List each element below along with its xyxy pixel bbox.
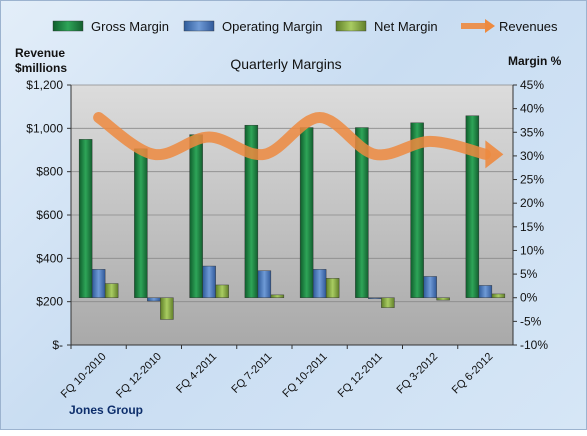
- x-tick-label: FQ 10-2010: [59, 351, 109, 401]
- left-tick-label: $1,000: [26, 121, 63, 135]
- legend: Gross Margin Operating Margin Net Margin Re…: [52, 19, 558, 34]
- right-tick-label: 25%: [520, 173, 544, 187]
- x-tick-label: FQ 10-2011: [280, 351, 329, 400]
- legend-arrow-revenues: [485, 19, 495, 33]
- right-tick-label: 20%: [520, 196, 544, 210]
- gross-margin-bar: [244, 124, 259, 298]
- revenues-arrowhead: [485, 140, 504, 169]
- net-margin-bar: [215, 284, 229, 298]
- operating-margin-bar: [257, 270, 272, 298]
- net-margin-bar: [325, 278, 340, 298]
- x-tick-label: FQ 4-2011: [174, 351, 219, 396]
- legend-label: Operating Margin: [222, 19, 322, 34]
- x-tick-label: FQ 3-2012: [395, 351, 441, 397]
- x-tick-label: FQ 12-2011: [336, 351, 385, 400]
- left-tick-label: $-: [52, 338, 63, 352]
- right-tick-label: 0%: [520, 291, 538, 305]
- right-tick-label: 15%: [520, 220, 544, 234]
- legend-label: Net Margin: [374, 19, 438, 34]
- left-tick-label: $400: [36, 251, 63, 265]
- x-tick-label: FQ 6-2012: [450, 351, 496, 397]
- net-margin-bar: [436, 297, 450, 301]
- left-axis-title-line2: $millions: [15, 61, 67, 75]
- revenue-trend: [93, 111, 504, 169]
- right-tick-label: 40%: [520, 102, 544, 116]
- right-tick-label: 30%: [520, 149, 544, 163]
- right-tick-label: 10%: [520, 243, 544, 257]
- legend-swatch: [183, 20, 215, 32]
- gross-margin-bar: [78, 139, 93, 298]
- gross-margin-bar: [355, 127, 369, 298]
- x-tick-label: FQ 12-2010: [114, 351, 164, 401]
- right-axis-title: Margin %: [508, 54, 562, 68]
- revenues-line: [93, 111, 491, 161]
- left-tick-label: $1,200: [26, 78, 63, 92]
- right-tick-label: -10%: [520, 338, 548, 352]
- right-tick-label: -5%: [520, 314, 542, 328]
- right-tick-label: 45%: [520, 78, 544, 92]
- footer-label: Jones Group: [69, 403, 143, 417]
- chart-title: Quarterly Margins: [230, 56, 341, 72]
- right-tick-label: 5%: [520, 267, 538, 281]
- gross-margin-bar: [189, 134, 203, 298]
- operating-margin-bar: [423, 276, 437, 298]
- operating-margin-bar: [312, 269, 327, 298]
- legend-swatch: [52, 20, 84, 32]
- right-tick-label: 35%: [520, 125, 544, 139]
- legend-label: Gross Margin: [91, 19, 169, 34]
- net-margin-bar: [160, 297, 174, 320]
- operating-margin-bar: [368, 297, 382, 299]
- operating-margin-bar: [202, 265, 216, 298]
- gross-margin-bar: [410, 122, 424, 298]
- gross-margin-bar: [134, 148, 148, 298]
- left-axis-title-line1: Revenue: [15, 46, 65, 60]
- operating-margin-bar: [478, 285, 493, 298]
- net-margin-bar: [381, 297, 395, 308]
- legend-label: Revenues: [499, 19, 558, 34]
- x-tick-label: FQ 7-2011: [229, 351, 274, 396]
- legend-swatch: [335, 20, 367, 32]
- bars: [78, 115, 506, 320]
- net-margin-bar: [104, 283, 119, 298]
- net-margin-bar: [270, 294, 285, 298]
- net-margin-bar: [491, 293, 506, 298]
- operating-margin-bar: [147, 297, 161, 302]
- left-tick-label: $800: [36, 165, 63, 179]
- operating-margin-bar: [91, 269, 106, 298]
- left-tick-label: $200: [36, 295, 63, 309]
- gross-margin-bar: [299, 127, 314, 298]
- left-tick-label: $600: [36, 208, 63, 222]
- gross-margin-bar: [465, 115, 480, 298]
